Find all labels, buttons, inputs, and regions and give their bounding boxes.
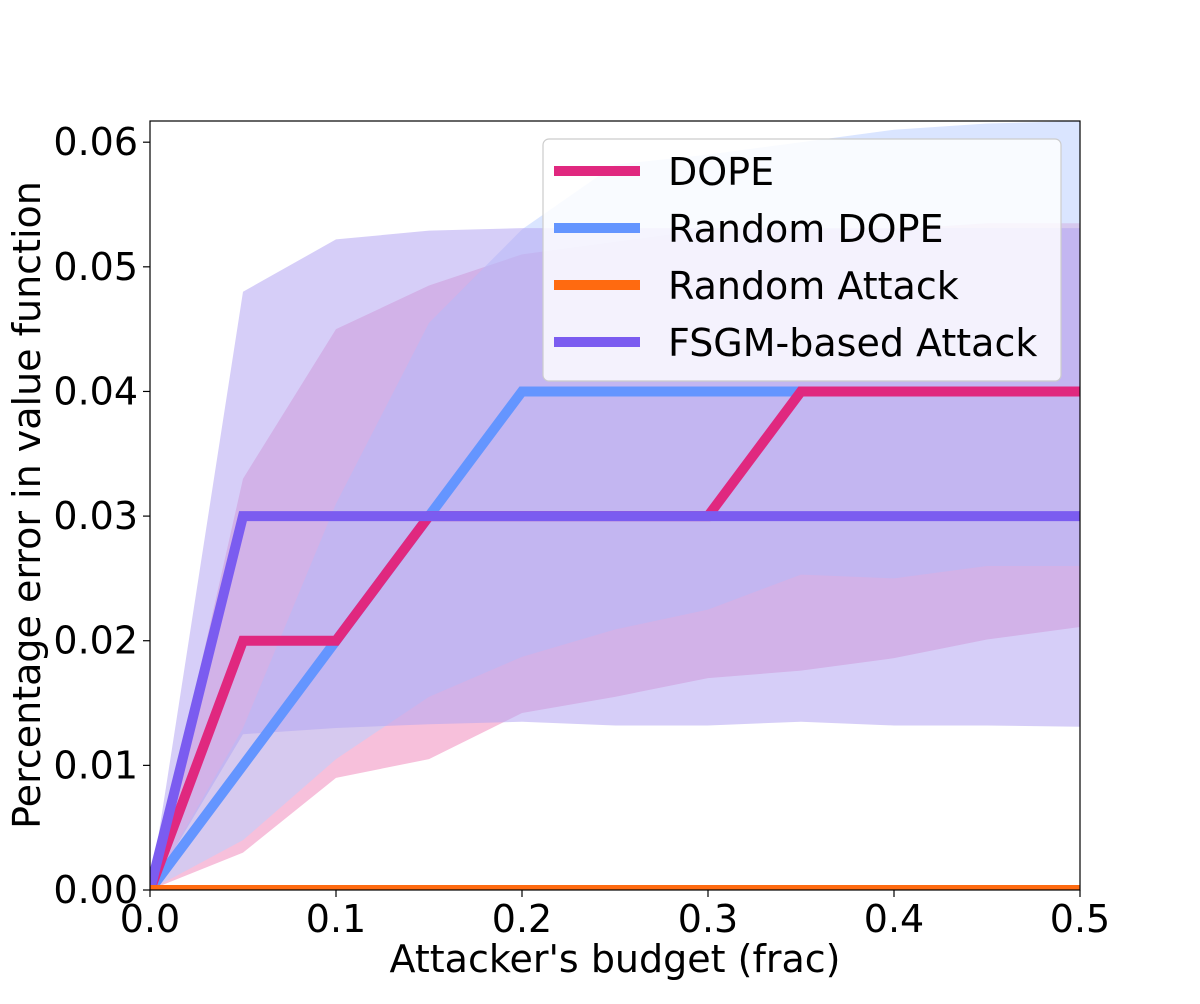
y-tick-label: 0.01 xyxy=(53,743,138,787)
series-lines xyxy=(150,386,1080,890)
x-tick-label: 0.4 xyxy=(864,897,924,941)
y-tick-label: 0.05 xyxy=(53,245,138,289)
x-tick-label: 0.1 xyxy=(306,897,366,941)
x-axis-label: Attacker's budget (frac) xyxy=(390,937,841,981)
x-tick-label: 0.2 xyxy=(492,897,552,941)
random-attack-legend-label: Random Attack xyxy=(668,264,959,308)
dope-legend-label: DOPE xyxy=(668,150,774,194)
x-tick-label: 0.3 xyxy=(678,897,738,941)
plot-frame xyxy=(149,120,1081,891)
y-axis: 0.00 0.01 0.02 0.03 0.04 0.05 0.06 xyxy=(53,120,150,912)
y-tick-label: 0.02 xyxy=(53,619,138,663)
legend-box xyxy=(542,138,1062,382)
y-tick-label: 0.03 xyxy=(53,494,138,538)
fsgm-based-attack-line xyxy=(150,511,1080,890)
x-tick-label: 0.5 xyxy=(1050,897,1110,941)
y-axis-label: Percentage error in value function xyxy=(5,181,49,829)
y-tick-label: 0.04 xyxy=(53,369,138,413)
x-axis: 0.0 0.1 0.2 0.3 0.4 0.5 xyxy=(120,890,1110,941)
x-tick-label: 0.0 xyxy=(120,897,180,941)
random-dope-legend-label: Random DOPE xyxy=(668,207,944,251)
y-tick-label: 0.06 xyxy=(53,120,138,164)
legend: DOPE Random DOPE Random Attack FSGM-based A… xyxy=(542,138,1062,382)
y-tick-label: 0.00 xyxy=(53,868,138,912)
fsgm-based-attack-legend-label: FSGM-based Attack xyxy=(668,321,1037,365)
